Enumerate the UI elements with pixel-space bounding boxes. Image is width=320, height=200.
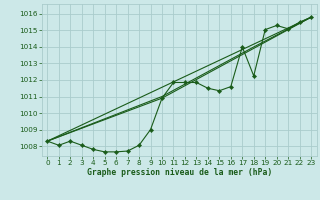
X-axis label: Graphe pression niveau de la mer (hPa): Graphe pression niveau de la mer (hPa) <box>87 168 272 177</box>
